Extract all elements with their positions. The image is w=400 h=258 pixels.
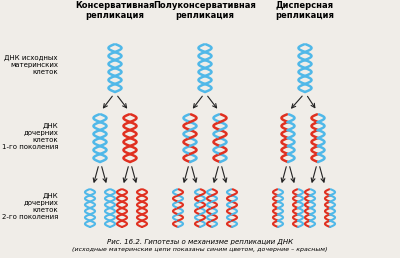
Text: Дисперсная
репликация: Дисперсная репликация: [276, 1, 334, 20]
Text: ДНК
дочерних
клеток
2-го поколения: ДНК дочерних клеток 2-го поколения: [2, 192, 58, 220]
Text: Рис. 16.2. Гипотезы о механизме репликации ДНК: Рис. 16.2. Гипотезы о механизме репликац…: [107, 239, 293, 245]
Text: Полуконсервативная
репликация: Полуконсервативная репликация: [154, 1, 256, 20]
Text: (исходные материнские цепи показаны синим цветом, дочерние – красным): (исходные материнские цепи показаны сини…: [72, 247, 328, 253]
Text: ДНК исходных
материнских
клеток: ДНК исходных материнских клеток: [4, 55, 58, 75]
Text: Консервативная
репликация: Консервативная репликация: [75, 1, 155, 20]
Text: ДНК
дочерних
клеток
1-го поколения: ДНК дочерних клеток 1-го поколения: [2, 123, 58, 150]
